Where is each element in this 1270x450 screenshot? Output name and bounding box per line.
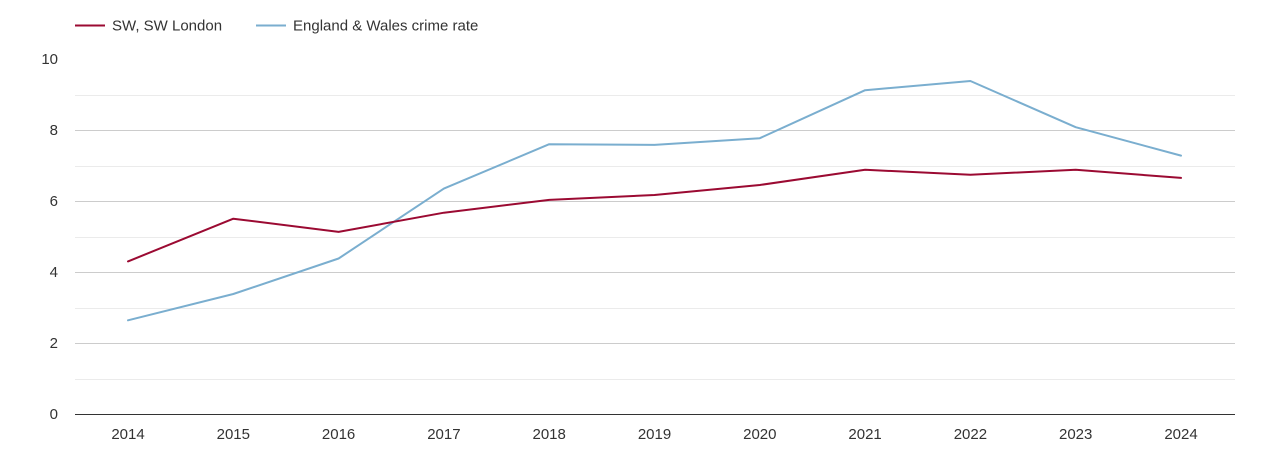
x-tick-label: 2018 <box>533 426 566 443</box>
y-tick-label: 6 <box>50 193 58 210</box>
x-tick-label: 2015 <box>217 426 250 443</box>
x-tick-labels: 2014 2015 2016 2017 2018 2019 2020 2021 2022 2023… <box>111 426 1197 443</box>
legend-item-england-wales: England & Wales crime rate <box>256 18 478 35</box>
y-tick-label: 10 <box>41 51 58 68</box>
legend-label-england-wales: England & Wales crime rate <box>293 18 478 35</box>
series-line-1 <box>127 80 1182 322</box>
x-tick-label: 2017 <box>427 426 460 443</box>
y-tick-label: 4 <box>50 264 58 281</box>
series-lines <box>127 80 1182 322</box>
x-tick-label: 2023 <box>1059 426 1092 443</box>
x-tick-label: 2021 <box>848 426 881 443</box>
x-tick-label: 2022 <box>954 426 987 443</box>
x-tick-label: 2014 <box>111 426 144 443</box>
y-tick-labels: 0 2 4 6 8 10 <box>41 51 58 423</box>
series-line-0 <box>127 168 1182 263</box>
y-tick-label: 8 <box>50 122 58 139</box>
y-tick-label: 2 <box>50 335 58 352</box>
legend: SW, SW London England & Wales crime rate <box>75 18 478 35</box>
legend-item-sw-london: SW, SW London <box>75 18 222 35</box>
y-tick-label: 0 <box>50 406 58 423</box>
legend-label-sw-london: SW, SW London <box>112 18 222 35</box>
x-tick-label: 2024 <box>1164 426 1197 443</box>
x-tick-label: 2020 <box>743 426 776 443</box>
x-tick-label: 2019 <box>638 426 671 443</box>
grid-lines <box>75 95 1235 380</box>
x-tick-label: 2016 <box>322 426 355 443</box>
